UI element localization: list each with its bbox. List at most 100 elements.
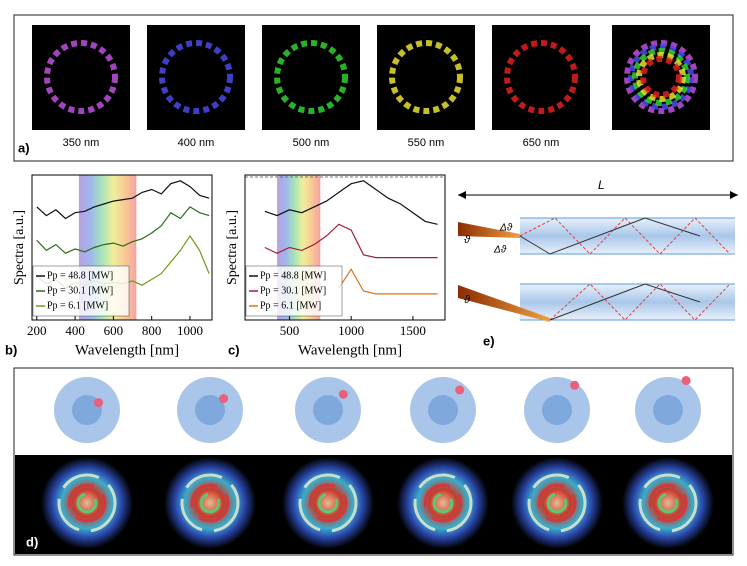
wavelength-label: 550 nm <box>408 137 445 149</box>
ring <box>159 40 233 114</box>
output-photo <box>41 457 133 549</box>
ray <box>519 217 701 255</box>
spectrum-line <box>338 268 438 295</box>
panel-d-frame <box>13 367 734 556</box>
x-tick-label: 600 <box>104 323 124 338</box>
ring <box>44 40 118 114</box>
spread-label: Δϑ <box>493 245 507 256</box>
beam-spot <box>338 389 348 399</box>
beam-spot <box>455 385 465 395</box>
spread-label: Δϑ <box>499 223 513 234</box>
x-tick-label: 800 <box>142 323 162 338</box>
panel-a: 350 nm 400 nm 500 nm 550 nm 650 nm <box>32 25 710 149</box>
spiral-ring <box>648 483 688 523</box>
beam <box>458 285 550 322</box>
legend-label: Pp = 48.8 [MW] <box>47 270 113 281</box>
panel-label: e) <box>483 333 495 348</box>
fiber-core <box>313 395 343 425</box>
fiber-core <box>542 395 572 425</box>
spectrum-line <box>36 206 210 255</box>
ring <box>636 52 686 102</box>
ring <box>640 56 682 98</box>
spectrum-line <box>264 180 438 225</box>
beam-spot <box>570 380 580 390</box>
x-tick-label: 1000 <box>338 323 364 338</box>
legend-label: Pp = 6.1 [MW] <box>260 300 321 311</box>
fiber <box>520 284 735 320</box>
y-axis-label: Spectra [a.u.] <box>12 210 27 285</box>
panel-e: L ϑ Δϑ Δϑ ϑ e) <box>458 178 738 348</box>
spiral-ring <box>180 473 240 533</box>
plot-frame <box>244 174 446 321</box>
spiral-ring <box>537 483 577 523</box>
panel-label: a) <box>18 140 30 155</box>
spiral-ring <box>190 483 230 523</box>
beam-spot <box>219 394 229 404</box>
spiral-ring <box>413 473 473 533</box>
ray <box>549 283 701 321</box>
ring <box>624 40 698 114</box>
fiber-core <box>428 395 458 425</box>
spiral-ring <box>317 492 339 514</box>
wavelength-label: 350 nm <box>63 137 100 149</box>
spiral-ring <box>76 492 98 514</box>
ray <box>519 217 731 255</box>
arrowhead <box>458 191 466 199</box>
spiral-ring <box>308 483 348 523</box>
output-photo <box>282 457 374 549</box>
spiral-ring <box>199 492 221 514</box>
legend-label: Pp = 6.1 [MW] <box>47 300 108 311</box>
ring <box>274 40 348 114</box>
ring <box>632 48 690 106</box>
output-photo <box>397 457 489 549</box>
spiral-ring <box>423 483 463 523</box>
fiber <box>520 218 735 254</box>
legend-box <box>245 265 343 317</box>
output-photo <box>511 457 603 549</box>
legend-label: Pp = 48.8 [MW] <box>260 270 326 281</box>
spiral-ring <box>432 492 454 514</box>
spiral-ring <box>657 492 679 514</box>
x-tick-label: 400 <box>65 323 85 338</box>
wavelength-label: 400 nm <box>178 137 215 149</box>
output-photo <box>622 457 714 549</box>
angle-label: ϑ <box>464 294 471 306</box>
beam <box>458 222 520 238</box>
beam-spot <box>93 398 103 408</box>
spiral-ring <box>57 473 117 533</box>
ring <box>504 40 578 114</box>
legend-label: Pp = 30.1 [MW] <box>47 285 113 296</box>
wavelength-label: 650 nm <box>523 137 560 149</box>
panel-label: b) <box>5 342 17 357</box>
x-axis-label: Wavelength [nm] <box>298 342 402 358</box>
spiral-ring <box>638 473 698 533</box>
spectrum-line <box>264 223 438 259</box>
panel-a-frame <box>13 14 734 162</box>
spiral-ring <box>546 492 568 514</box>
angle-label: ϑ <box>464 234 471 246</box>
y-axis-label: Spectra [a.u.] <box>225 210 240 285</box>
x-tick-label: 200 <box>27 323 47 338</box>
spiral-ring <box>298 473 358 533</box>
x-axis-label: Wavelength [nm] <box>75 342 179 358</box>
panel-label: d) <box>26 534 38 549</box>
x-tick-label: 1500 <box>400 323 426 338</box>
ring <box>628 44 694 110</box>
panel-label: c) <box>228 342 240 357</box>
legend-box <box>32 265 130 317</box>
wavelength-label: 500 nm <box>293 137 330 149</box>
plot-frame <box>31 174 213 321</box>
x-tick-label: 500 <box>280 323 300 338</box>
spiral-ring <box>67 483 107 523</box>
ring <box>389 40 463 114</box>
fiber-core <box>195 395 225 425</box>
length-label: L <box>598 178 605 192</box>
ray <box>549 283 731 321</box>
charts: 200 400 600 800 1000 Wavelength [nm] Spectra [… <box>5 174 446 358</box>
output-photo <box>164 457 256 549</box>
x-tick-label: 1000 <box>177 323 203 338</box>
legend-label: Pp = 30.1 [MW] <box>260 285 326 296</box>
panel-d <box>41 376 714 549</box>
arrowhead <box>730 191 738 199</box>
